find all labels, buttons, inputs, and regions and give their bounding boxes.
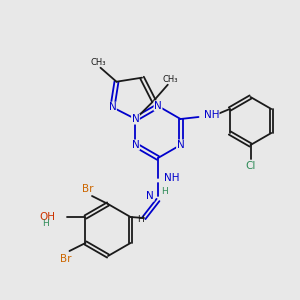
Text: Br: Br — [60, 254, 71, 264]
Text: H: H — [42, 218, 49, 227]
Text: Br: Br — [82, 184, 94, 194]
Text: NH: NH — [164, 173, 179, 183]
Text: CH₃: CH₃ — [162, 75, 178, 84]
Text: H: H — [136, 215, 143, 224]
Text: CH₃: CH₃ — [91, 58, 106, 67]
Text: N: N — [177, 140, 184, 150]
Text: Cl: Cl — [245, 161, 256, 171]
Text: H: H — [162, 188, 168, 196]
Text: N: N — [132, 114, 140, 124]
Text: OH: OH — [40, 212, 56, 222]
Text: N: N — [132, 140, 140, 150]
Text: N: N — [146, 191, 154, 201]
Text: NH: NH — [203, 110, 219, 120]
Text: N: N — [154, 101, 162, 111]
Text: N: N — [109, 102, 116, 112]
